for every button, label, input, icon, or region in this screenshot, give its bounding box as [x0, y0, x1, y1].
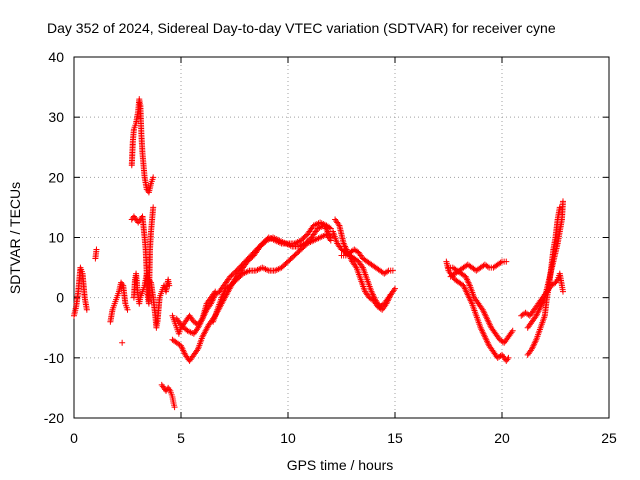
data-point-marker — [150, 204, 157, 211]
data-point-marker — [559, 198, 566, 205]
series-trace-f — [130, 270, 173, 331]
series-trace-r — [447, 258, 510, 280]
data-point-marker — [171, 404, 178, 411]
series-trace-d — [128, 96, 157, 196]
data-point-marker — [83, 306, 90, 313]
series-trace-m — [329, 228, 398, 310]
y-tick-label: -10 — [44, 350, 64, 366]
data-point-marker — [387, 291, 394, 298]
y-tick-label: 40 — [48, 49, 64, 65]
series-trace-a — [71, 264, 90, 319]
x-tick-labels: 0 5 10 15 20 25 — [70, 430, 617, 446]
y-axis-label: SDTVAR / TECUs — [7, 182, 23, 294]
data-point-marker — [119, 339, 126, 346]
chart-title: Day 352 of 2024, Sidereal Day-to-day VTE… — [47, 20, 556, 36]
data-point-marker — [503, 258, 510, 265]
y-tick-label: 30 — [48, 109, 64, 125]
data-point-marker — [326, 224, 333, 231]
x-tick-label: 25 — [601, 430, 617, 446]
x-tick-label: 0 — [70, 430, 78, 446]
series-trace-c — [107, 279, 131, 325]
data-point-marker — [93, 246, 100, 253]
series-trace-h — [158, 381, 178, 411]
data-point-marker — [505, 354, 512, 361]
x-axis-label: GPS time / hours — [287, 457, 394, 473]
series-trace-q — [445, 264, 516, 346]
series-trace-b — [92, 246, 100, 262]
series-trace-g — [119, 339, 126, 346]
data-point-marker — [384, 268, 391, 275]
data-point-marker — [497, 259, 504, 266]
data-series — [71, 96, 566, 411]
data-point-marker — [212, 288, 219, 295]
x-tick-label: 5 — [177, 430, 185, 446]
series-trace-o — [338, 246, 396, 277]
series-trace-u — [518, 270, 566, 319]
axis-ticks — [73, 56, 610, 419]
series-trace-l — [210, 231, 334, 325]
y-tick-label: 0 — [56, 290, 64, 306]
data-point-marker — [392, 285, 398, 292]
data-point-marker — [509, 327, 516, 334]
y-tick-label: -20 — [44, 410, 64, 426]
x-tick-label: 10 — [280, 430, 296, 446]
data-point-marker — [389, 267, 396, 274]
data-point-marker — [150, 174, 157, 181]
y-tick-label: 20 — [48, 169, 64, 185]
y-tick-labels: -20 -10 0 10 20 30 40 — [44, 49, 64, 426]
data-point-marker — [124, 306, 131, 313]
series-trace-k — [173, 288, 219, 337]
data-point-marker — [327, 237, 334, 244]
data-point-marker — [166, 282, 173, 289]
series-trace-n — [332, 216, 394, 313]
x-tick-label: 15 — [387, 430, 403, 446]
data-point-marker — [484, 263, 491, 270]
data-point-marker — [559, 288, 566, 295]
x-tick-label: 20 — [494, 430, 510, 446]
y-tick-label: 10 — [48, 230, 64, 246]
